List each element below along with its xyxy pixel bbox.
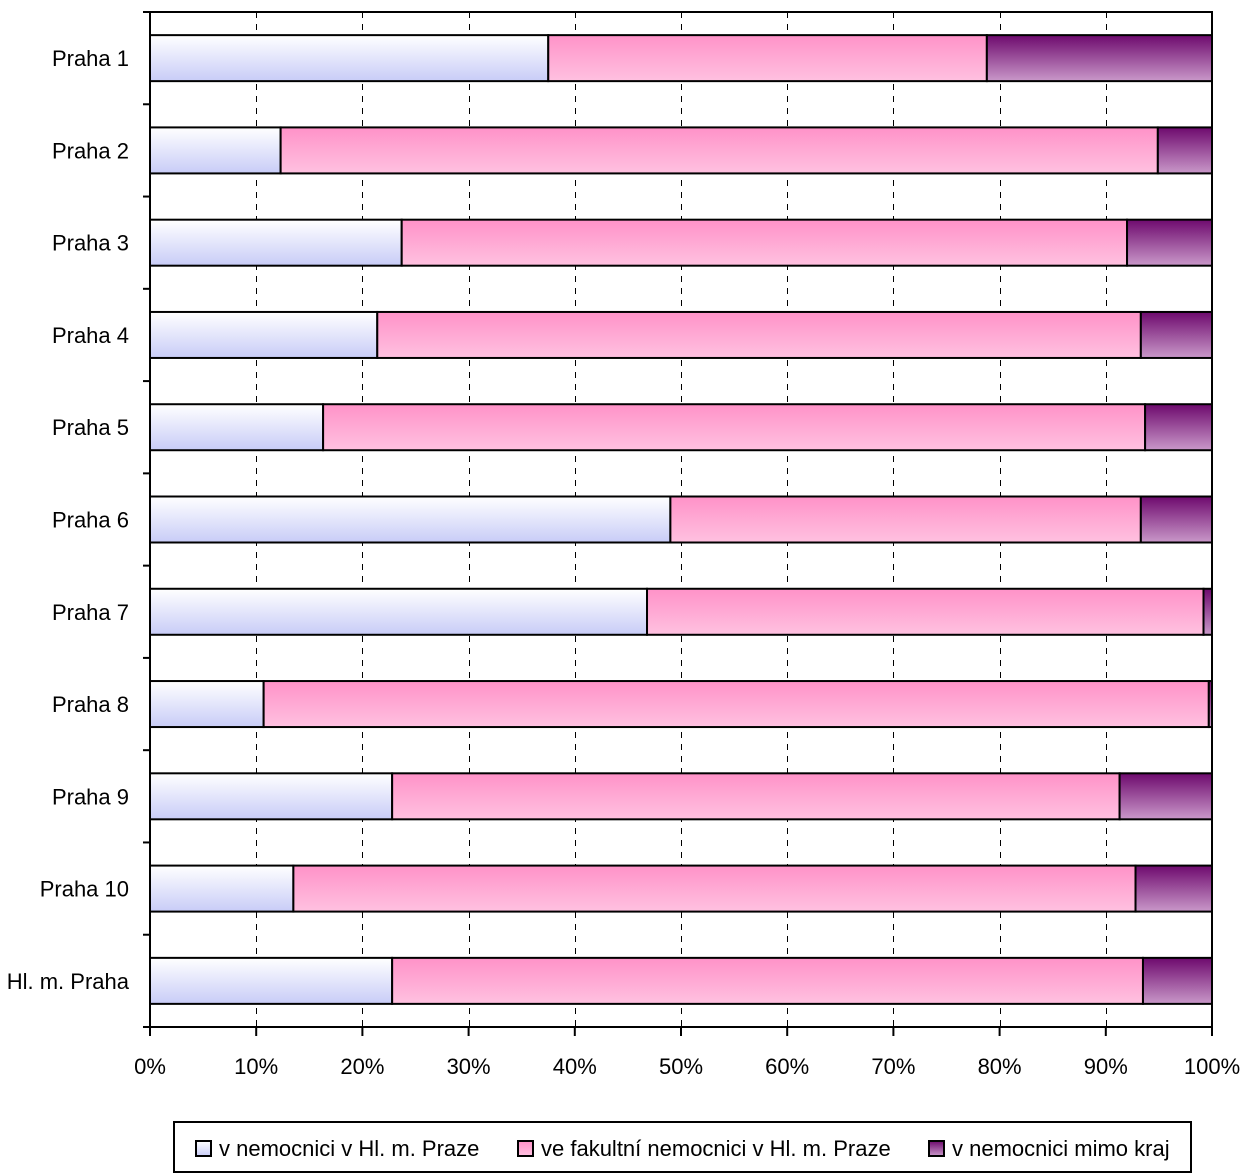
legend-swatch [518,1141,533,1156]
category-label: Praha 7 [52,600,129,625]
x-tick-label: 0% [134,1054,166,1079]
bar-segment [150,773,392,819]
legend-label: v nemocnici mimo kraj [952,1136,1170,1161]
x-tick-label: 90% [1084,1054,1128,1079]
bar-segment [281,127,1158,173]
bar-segment [647,589,1203,635]
bar-segment [323,404,1145,450]
bar-segment [150,312,377,358]
bar-segment [670,497,1140,543]
bar-segment [150,404,323,450]
bar-segment [1141,312,1212,358]
bar-segment [392,773,1119,819]
bar-segment [548,35,987,81]
legend-label: ve fakultní nemocnici v Hl. m. Praze [541,1136,891,1161]
x-tick-label: 10% [234,1054,278,1079]
bar-segment [150,681,264,727]
x-tick-label: 100% [1184,1054,1240,1079]
x-tick-label: 30% [447,1054,491,1079]
legend-swatch [929,1141,944,1156]
category-label: Praha 9 [52,784,129,809]
x-tick-label: 70% [871,1054,915,1079]
bar-segment [1136,866,1212,912]
x-tick-label: 50% [659,1054,703,1079]
bar-segment [1143,958,1212,1004]
bar-segment [392,958,1143,1004]
bar-segment [150,958,392,1004]
legend: v nemocnici v Hl. m. Praze ve fakultní ne… [174,1122,1191,1172]
bar-segment [987,35,1212,81]
bar-segment [377,312,1141,358]
category-label: Praha 3 [52,231,129,256]
category-label: Praha 5 [52,415,129,440]
category-label: Hl. m. Praha [7,969,130,994]
bar-segment [150,127,281,173]
legend-label: v nemocnici v Hl. m. Praze [219,1136,479,1161]
bar-segment [150,866,293,912]
bar-segment [264,681,1209,727]
bar-segment [293,866,1135,912]
bar-segment [1127,220,1212,266]
category-labels: Praha 1 Praha 2 Praha 3 Praha 4 Praha 5 Praha… [7,46,130,994]
bar-segment [1145,404,1212,450]
category-label: Praha 4 [52,323,129,348]
x-tick-label: 20% [340,1054,384,1079]
bar-segment [1158,127,1212,173]
category-label: Praha 8 [52,692,129,717]
x-tick-label: 60% [765,1054,809,1079]
category-label: Praha 1 [52,46,129,71]
bar-segment [150,35,548,81]
bar-segment [1120,773,1212,819]
bar-segment [150,220,402,266]
x-tick-label: 40% [553,1054,597,1079]
bar-segment [150,497,670,543]
bar-segment [150,589,647,635]
x-tick-labels: 0% 10% 20% 30% 40% 50% 60% 70% 80% 90% 100% [134,1054,1240,1079]
legend-swatch [196,1141,211,1156]
category-label: Praha 10 [40,877,129,902]
bar-segment [1141,497,1212,543]
bar-segment [402,220,1127,266]
category-label: Praha 2 [52,138,129,163]
bar-segment [1204,589,1212,635]
x-tick-label: 80% [978,1054,1022,1079]
category-label: Praha 6 [52,508,129,533]
